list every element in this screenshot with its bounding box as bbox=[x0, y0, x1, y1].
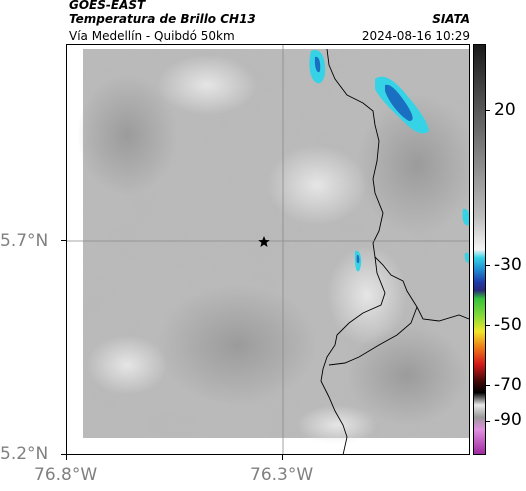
graticule bbox=[67, 45, 469, 454]
colorbar-tick bbox=[486, 421, 490, 422]
axis-tick bbox=[282, 455, 283, 460]
colorbar-tick bbox=[486, 110, 490, 111]
region-subtitle: Vía Medellín - Quibdó 50km bbox=[69, 29, 235, 43]
colorbar bbox=[473, 44, 486, 455]
lat-label: 5.2°N bbox=[0, 444, 49, 464]
political-borders bbox=[320, 48, 469, 454]
lon-label: 76.3°W bbox=[250, 465, 314, 485]
lat-label: 5.7°N bbox=[0, 231, 49, 251]
axis-tick bbox=[61, 454, 66, 455]
organization-label: SIATA bbox=[432, 12, 470, 26]
lon-label: 76.8°W bbox=[34, 465, 98, 485]
product-title: Temperatura de Brillo CH13 bbox=[69, 12, 256, 26]
axis-tick bbox=[61, 240, 66, 241]
colorbar-tick bbox=[486, 385, 490, 386]
colorbar-label: -90 bbox=[494, 410, 522, 430]
timestamp-label: 2024-08-16 10:29 bbox=[361, 29, 470, 43]
star-icon bbox=[258, 236, 270, 247]
satellite-title: GOES-EAST bbox=[69, 0, 146, 12]
cold-cloud-cells bbox=[309, 49, 469, 272]
colorbar-tick bbox=[486, 265, 490, 266]
colorbar-label: -50 bbox=[494, 315, 522, 335]
axis-tick bbox=[66, 455, 67, 460]
map-canvas bbox=[67, 45, 469, 454]
colorbar-tick bbox=[486, 325, 490, 326]
colorbar-label: -30 bbox=[494, 255, 522, 275]
colorbar-label: 20 bbox=[494, 100, 516, 120]
satellite-map[interactable] bbox=[66, 44, 470, 455]
colorbar-label: -70 bbox=[494, 375, 522, 395]
